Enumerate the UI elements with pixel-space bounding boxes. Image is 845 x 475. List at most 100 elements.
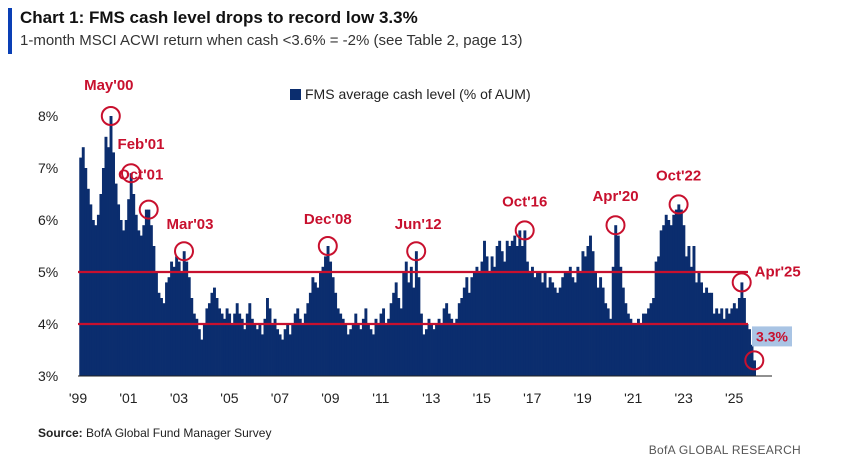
data-bar <box>392 292 396 376</box>
data-bar <box>490 256 494 376</box>
data-bar <box>518 230 522 376</box>
data-bar <box>149 225 153 376</box>
data-bar <box>260 334 264 376</box>
data-bar <box>447 313 451 376</box>
data-bar <box>91 220 95 376</box>
data-bar <box>331 277 335 376</box>
legend-label: FMS average cash level (% of AUM) <box>305 86 531 102</box>
data-bar <box>450 318 454 376</box>
y-tick-label: 5% <box>38 264 58 280</box>
data-bar <box>218 308 221 376</box>
data-bar <box>659 230 663 376</box>
data-bar <box>96 214 100 376</box>
data-bar <box>351 324 355 376</box>
data-bar <box>165 282 168 376</box>
data-bar <box>311 277 315 376</box>
data-bar <box>740 282 744 376</box>
data-bar <box>213 287 216 376</box>
data-bar <box>727 313 731 376</box>
annotation-label: Jun'12 <box>395 216 442 233</box>
data-bar <box>364 308 368 376</box>
data-bar <box>642 313 645 376</box>
data-bar <box>215 298 219 376</box>
data-bar <box>104 136 108 376</box>
data-bar <box>266 298 269 376</box>
data-bar <box>435 324 439 376</box>
x-tick-label: '01 <box>119 390 137 406</box>
data-bar <box>684 256 688 376</box>
data-bar <box>568 266 572 376</box>
data-bar <box>160 298 163 376</box>
chart-subtitle: 1-month MSCI ACWI return when cash <3.6%… <box>20 32 523 49</box>
data-bar <box>530 266 534 376</box>
data-bar <box>205 308 209 376</box>
x-tick-label: '25 <box>725 390 743 406</box>
data-bar <box>250 318 254 376</box>
data-bar <box>589 235 592 376</box>
x-tick-label: '11 <box>372 390 389 406</box>
data-bar <box>508 246 512 376</box>
bar-series <box>79 116 756 376</box>
data-bar <box>255 329 259 376</box>
data-bar <box>636 318 640 376</box>
data-bar <box>440 324 444 376</box>
y-tick-label: 7% <box>38 160 58 176</box>
data-bar <box>271 324 274 376</box>
data-bar <box>248 303 252 376</box>
x-tick-label: '03 <box>170 390 188 406</box>
data-bar <box>394 282 398 376</box>
data-bar <box>500 251 504 376</box>
data-bar <box>313 282 317 376</box>
data-bar <box>619 266 623 376</box>
data-bar <box>430 324 433 376</box>
data-bar <box>437 318 441 376</box>
data-bar <box>321 266 325 376</box>
brand-footer: BofA GLOBAL RESEARCH <box>648 443 801 457</box>
annotation-label: Feb'01 <box>118 136 165 153</box>
y-tick-label: 8% <box>38 108 58 124</box>
data-bar <box>735 308 739 376</box>
data-bar <box>715 308 719 376</box>
data-bar <box>117 204 121 376</box>
data-bar <box>460 298 464 376</box>
data-bar <box>558 287 562 376</box>
x-tick-label: '07 <box>271 390 289 406</box>
data-bar <box>551 282 555 376</box>
annotation-circle <box>100 106 121 126</box>
data-bar <box>142 225 146 376</box>
data-bar <box>366 324 370 376</box>
data-bar <box>614 225 618 376</box>
data-bar <box>296 308 300 376</box>
data-bar <box>175 256 179 376</box>
data-bar <box>112 152 115 376</box>
data-bar <box>510 240 514 376</box>
annotation-label: Oct'22 <box>656 167 701 184</box>
data-bar <box>480 261 484 376</box>
data-bar <box>157 292 161 376</box>
data-bar <box>561 277 565 376</box>
last-value-box <box>752 326 792 347</box>
data-bar <box>167 277 171 376</box>
data-bar <box>99 194 103 376</box>
data-bar <box>470 277 474 376</box>
chart-title: Chart 1: FMS cash level drops to record … <box>20 8 418 27</box>
data-bar <box>384 324 388 376</box>
data-bar <box>712 313 716 376</box>
data-bar <box>124 220 128 376</box>
annotation-label: Oct'16 <box>502 193 547 210</box>
data-bar <box>485 256 489 376</box>
data-bar <box>245 313 249 376</box>
data-bar <box>732 303 736 376</box>
data-bar <box>664 214 668 376</box>
x-axis: '99 '01 '03 '05 '07 '09 '11 '13 '15 '17 '19 '21 '23 '… <box>69 390 744 406</box>
data-bar <box>626 313 630 376</box>
data-bar <box>190 298 194 376</box>
data-bar <box>498 240 502 376</box>
data-bar <box>695 282 698 376</box>
data-bar <box>298 318 302 376</box>
data-bar <box>139 235 143 376</box>
data-bar <box>586 246 590 376</box>
data-bar <box>137 230 141 376</box>
data-bar <box>253 324 257 376</box>
data-bar <box>283 329 287 376</box>
